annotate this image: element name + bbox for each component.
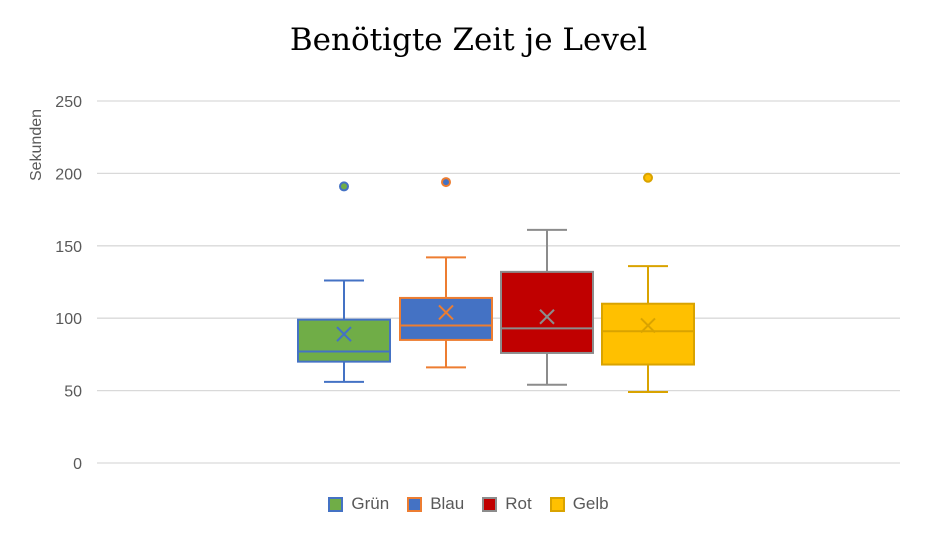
legend-swatch <box>328 496 344 512</box>
legend-item: Grün <box>328 494 389 514</box>
legend-label: Blau <box>430 494 465 513</box>
y-tick-label: 150 <box>55 239 82 256</box>
outlier-point <box>339 181 349 192</box>
y-axis-label: Sekunden <box>28 109 45 181</box>
mean-marker <box>336 326 352 342</box>
box <box>399 296 493 341</box>
mean-marker <box>640 317 656 334</box>
legend-label: Rot <box>505 494 532 513</box>
y-tick-label: 250 <box>55 94 82 111</box>
outlier-point <box>441 177 451 188</box>
legend-item: Blau <box>407 494 464 514</box>
legend-swatch <box>482 496 498 512</box>
box <box>601 302 695 366</box>
legend-item: Rot <box>482 494 532 514</box>
legend-label: Gelb <box>572 494 609 513</box>
legend-item: Gelb <box>549 494 609 514</box>
outlier-point <box>643 172 653 183</box>
y-tick-label: 50 <box>64 384 82 401</box>
legend-label: Grün <box>351 494 390 513</box>
legend-swatch <box>407 496 423 512</box>
y-tick-label: 100 <box>55 311 82 328</box>
mean-marker <box>438 304 454 321</box>
legend: Grün Blau Rot Gelb <box>0 494 937 514</box>
box <box>297 318 391 363</box>
y-tick-label: 0 <box>73 456 82 473</box>
chart-title: Benötigte Zeit je Level <box>289 22 648 58</box>
legend-swatch <box>549 496 565 512</box>
box <box>500 270 594 354</box>
y-tick-label: 200 <box>55 166 82 183</box>
mean-marker <box>539 309 555 325</box>
